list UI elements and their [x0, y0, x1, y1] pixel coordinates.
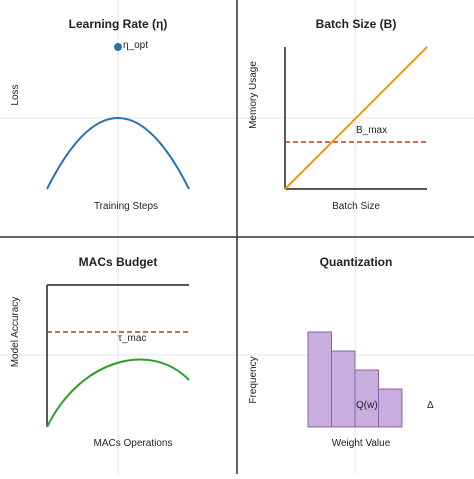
quantization-bar-1 [307, 331, 332, 428]
quantization-bar-4 [378, 388, 403, 428]
macs-threshold-label: τ_mac [118, 333, 146, 344]
x-axis-label-quantization: Weight Value [332, 438, 391, 449]
optimal-point-label: η_opt [123, 40, 148, 51]
memory-growth-line [284, 46, 428, 190]
x-axis-label-macs: MACs Operations [94, 438, 173, 449]
quantization-bar-3 [354, 369, 379, 428]
panel-macs-budget: MACs Budget τ_mac MACs Operations Model … [10, 255, 190, 449]
y-axis-label-learning-rate: Loss [10, 84, 21, 105]
panel-quantization: Quantization Q(w) Δ Weight Value Frequen… [248, 255, 434, 449]
accuracy-curve [46, 358, 190, 428]
panel-title-macs-budget: MACs Budget [79, 255, 158, 269]
quantization-bar-2 [331, 350, 356, 428]
panel-title-learning-rate: Learning Rate (η) [69, 17, 168, 31]
panel-batch-size: Batch Size (B) B_max Batch Size Memory U… [248, 17, 428, 212]
quantization-step-label: Δ [427, 400, 434, 411]
panel-title-quantization: Quantization [320, 255, 393, 269]
x-axis-label-batch-size: Batch Size [332, 201, 380, 212]
panel-learning-rate: Learning Rate (η) η_opt Training Steps L… [10, 17, 190, 212]
optimal-point-marker [114, 43, 122, 51]
panel-title-batch-size: Batch Size (B) [316, 17, 397, 31]
y-axis-label-macs: Model Accuracy [10, 297, 21, 368]
x-axis-label-learning-rate: Training Steps [94, 201, 158, 212]
quantized-value-label: Q(w) [356, 400, 378, 411]
y-axis-label-quantization: Frequency [248, 356, 259, 403]
memory-limit-label: B_max [356, 125, 387, 136]
y-axis-label-batch-size: Memory Usage [248, 61, 259, 129]
loss-curve [46, 117, 190, 190]
quantization-bars [307, 331, 403, 428]
